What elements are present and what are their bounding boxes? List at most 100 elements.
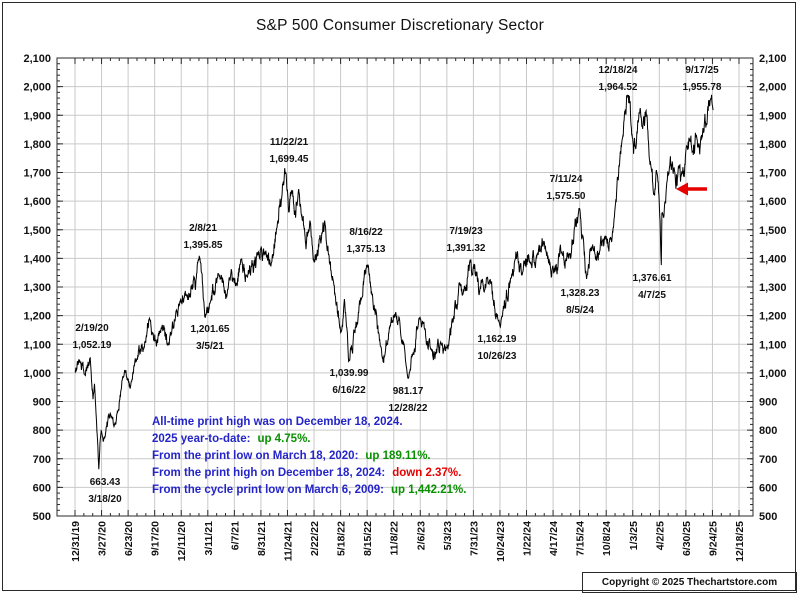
stat-value: up 189.11%. [365, 450, 431, 462]
performance-stats: All-time print high was on December 18, … [152, 414, 466, 499]
y-tick-label-left: 600 [33, 482, 51, 494]
page-border [2, 2, 796, 591]
price-annotation: 1,376.61 [633, 273, 672, 284]
y-tick-label-left: 1,000 [23, 368, 51, 380]
price-annotation: 9/17/25 [685, 65, 719, 76]
price-annotation: 1,328.23 [561, 288, 600, 299]
y-tick-label-right: 1,100 [759, 339, 787, 351]
y-tick-label-right: 1,300 [759, 282, 787, 294]
y-tick-label-left: 500 [33, 511, 51, 523]
stat-value: up 4.75%. [257, 433, 311, 445]
x-tick-label: 7/15/24 [575, 521, 587, 556]
y-tick-label-left: 1,500 [23, 225, 51, 237]
y-tick-label-right: 800 [759, 425, 777, 437]
price-line [74, 94, 714, 470]
y-tick-label-left: 1,600 [23, 196, 51, 208]
x-tick-label: 1/22/24 [522, 521, 534, 556]
y-tick-label-left: 1,200 [23, 311, 51, 323]
y-tick-label-right: 500 [759, 511, 777, 523]
price-annotation: 2/8/21 [189, 223, 217, 234]
price-annotation: 3/18/20 [88, 494, 122, 505]
stat-value: down 2.37%. [392, 467, 462, 479]
x-tick-label: 2/6/23 [415, 521, 427, 550]
y-tick-label-left: 700 [33, 454, 51, 466]
price-annotation: 4/7/25 [638, 290, 666, 301]
stat-label: From the print low on March 18, 2020: [152, 450, 359, 462]
price-annotation: 1,391.32 [447, 243, 486, 254]
gridlines [57, 58, 753, 516]
x-tick-label: 8/31/21 [256, 521, 268, 556]
price-annotation: 1,162.19 [478, 334, 517, 345]
price-annotation: 1,395.85 [184, 240, 223, 251]
y-tick-label-right: 1,600 [759, 196, 787, 208]
price-annotation: 8/5/24 [566, 305, 594, 316]
x-tick-label: 12/11/20 [176, 521, 188, 561]
y-tick-label-right: 2,000 [759, 82, 787, 94]
x-tick-label: 3/27/20 [97, 521, 109, 556]
price-annotation: 1,575.50 [547, 191, 586, 202]
stat-line: From the print low on March 18, 2020: up … [152, 448, 466, 465]
y-tick-label-right: 1,500 [759, 225, 787, 237]
price-annotation: 1,375.13 [347, 244, 386, 255]
y-tick-label-right: 1,700 [759, 168, 787, 180]
x-tick-label: 4/2/25 [654, 521, 666, 550]
x-tick-label: 10/24/23 [495, 521, 507, 562]
price-annotation: 12/18/24 [599, 65, 638, 76]
x-tick-label: 12/31/19 [70, 521, 82, 562]
x-tick-label: 6/23/20 [123, 521, 135, 556]
x-tick-label: 6/7/21 [229, 521, 241, 550]
price-annotation: 8/16/22 [349, 227, 383, 238]
copyright-text: Copyright © 2025 Thechartstore.com [601, 577, 778, 588]
x-tick-label: 10/8/24 [601, 521, 613, 556]
y-tick-label-right: 1,900 [759, 110, 787, 122]
stat-label: From the cycle print low on March 6, 200… [152, 484, 384, 496]
y-tick-label-right: 1,400 [759, 253, 787, 265]
x-tick-label: 3/11/21 [203, 521, 215, 556]
price-annotation: 11/22/21 [270, 137, 309, 148]
y-tick-label-left: 1,700 [23, 168, 51, 180]
y-tick-label-left: 1,900 [23, 110, 51, 122]
x-tick-label: 11/8/22 [389, 521, 401, 556]
x-tick-label: 9/17/20 [150, 521, 162, 556]
price-annotation: 6/16/22 [332, 385, 366, 396]
x-tick-label: 1/3/25 [628, 521, 640, 550]
x-tick-label: 8/15/22 [362, 521, 374, 556]
x-tick-label: 7/31/23 [468, 521, 480, 556]
stat-label: From the print high on December 18, 2024… [152, 467, 386, 479]
price-annotation: 10/26/23 [478, 351, 517, 362]
price-annotation: 12/28/22 [389, 403, 428, 414]
y-tick-label-right: 2,100 [759, 53, 787, 65]
stat-line: From the cycle print low on March 6, 200… [152, 482, 466, 499]
y-tick-label-left: 900 [33, 397, 51, 409]
price-annotation: 7/11/24 [550, 174, 583, 185]
y-tick-label-left: 800 [33, 425, 51, 437]
price-annotation: 1,201.65 [191, 324, 230, 335]
stat-line: All-time print high was on December 18, … [152, 414, 466, 431]
y-tick-label-left: 2,100 [23, 53, 51, 65]
stat-label: 2025 year-to-date: [152, 433, 251, 445]
stat-line: 2025 year-to-date: up 4.75%. [152, 431, 466, 448]
y-tick-label-right: 900 [759, 397, 777, 409]
x-tick-label: 12/18/25 [734, 521, 746, 562]
x-tick-label: 2/22/22 [309, 521, 321, 556]
stat-label: All-time print high was on December 18, … [152, 416, 403, 428]
y-tick-label-left: 2,000 [23, 82, 51, 94]
stat-line: From the print high on December 18, 2024… [152, 465, 466, 482]
stat-value: up 1,442.21%. [390, 484, 467, 496]
x-tick-label: 6/30/25 [681, 521, 693, 556]
y-tick-label-left: 1,400 [23, 253, 51, 265]
point-annotations: 2/19/20 1,052.19 663.43 3/18/20 2/8/21 1,395.… [73, 65, 722, 505]
y-tick-label-left: 1,300 [23, 282, 51, 294]
x-tick-label: 4/17/24 [548, 521, 560, 556]
price-annotation: 2/19/20 [75, 323, 109, 334]
price-annotation: 1,964.52 [599, 82, 638, 93]
y-tick-label-right: 600 [759, 482, 777, 494]
x-axis-labels: 12/31/19 3/27/20 6/23/20 9/17/20 12/11/20 3/1… [70, 521, 746, 562]
y-tick-label-left: 1,100 [23, 339, 51, 351]
y-tick-label-right: 1,200 [759, 311, 787, 323]
price-annotation: 1,052.19 [73, 340, 112, 351]
x-tick-label: 11/24/21 [282, 521, 294, 561]
price-annotation: 1,699.45 [270, 154, 309, 165]
